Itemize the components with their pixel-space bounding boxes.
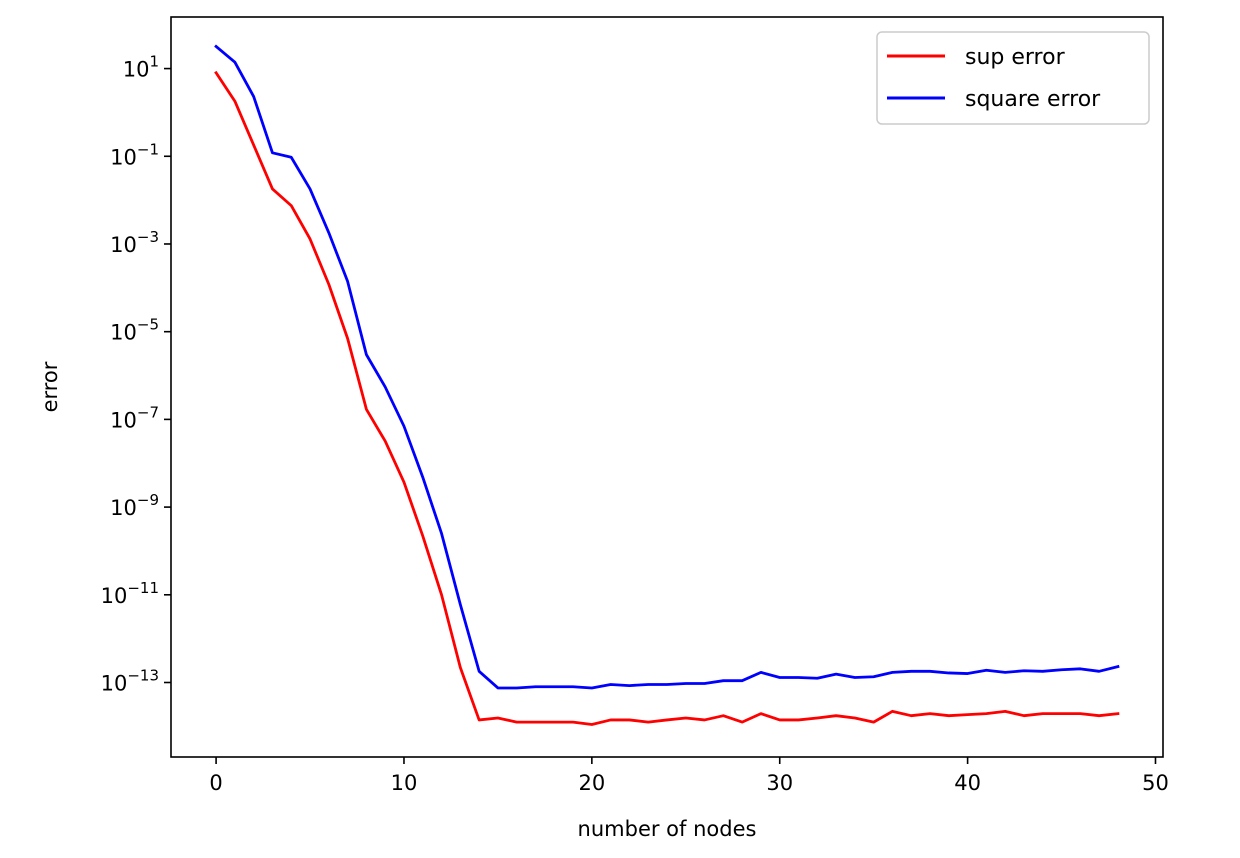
- y-tick-label: 101: [123, 53, 159, 82]
- x-axis-ticks: 0 10 20 30 40 50: [209, 757, 1169, 795]
- x-axis-label: number of nodes: [578, 817, 757, 841]
- y-tick-label: 10−1: [110, 140, 159, 169]
- legend: sup error square error: [876, 31, 1150, 125]
- series-line-square-error: [214, 44, 1120, 690]
- x-tick-label: 10: [391, 771, 418, 795]
- y-tick-label: 10−9: [110, 491, 159, 520]
- legend-label-square-error: square error: [965, 87, 1101, 112]
- x-tick-label: 0: [209, 771, 222, 795]
- plot-area: [214, 44, 1120, 726]
- x-tick-label: 30: [766, 771, 793, 795]
- y-tick-label: 10−5: [110, 316, 159, 345]
- y-axis-label: error: [38, 361, 62, 412]
- y-tick-label: 10−7: [110, 403, 159, 432]
- legend-label-sup-error: sup error: [965, 45, 1066, 70]
- y-tick-label: 10−13: [101, 666, 159, 695]
- x-tick-label: 50: [1142, 771, 1169, 795]
- y-tick-label: 10−11: [101, 579, 159, 608]
- y-tick-label: 10−3: [110, 228, 159, 257]
- axes-frame: [170, 16, 1164, 758]
- x-tick-label: 40: [954, 771, 981, 795]
- y-axis-ticks: 101 10−1 10−3 10−5 10−7 10−9 10−11 10−13: [101, 53, 171, 695]
- x-tick-label: 20: [578, 771, 605, 795]
- series-line-sup-error: [214, 70, 1120, 726]
